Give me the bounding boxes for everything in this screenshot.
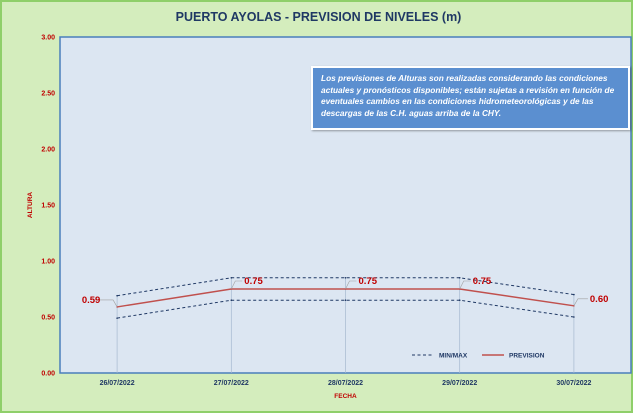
minmax-point [230, 299, 233, 302]
minmax-point [116, 294, 118, 297]
minmax-point [458, 299, 461, 302]
y-tick-label: 1.00 [41, 259, 55, 266]
data-label: 0.75 [244, 276, 263, 287]
data-label-leader [459, 280, 471, 290]
minmax-point [344, 299, 347, 302]
y-axis-label: ALTURA [27, 192, 34, 219]
x-tick-label: 26/07/2022 [100, 380, 135, 387]
y-tick-label: 0.50 [41, 315, 55, 322]
minmax-series-line [117, 277, 574, 297]
x-tick-label: 27/07/2022 [214, 380, 249, 387]
minmax-point [116, 317, 118, 319]
minmax-point [458, 277, 461, 279]
y-tick-label: 2.00 [41, 147, 55, 154]
data-label-leader [573, 298, 588, 306]
data-label: 0.75 [359, 276, 378, 287]
minmax-point [573, 316, 575, 318]
x-tick-label: 29/07/2022 [442, 380, 477, 387]
y-tick-label: 3.00 [41, 35, 55, 42]
legend-prevision-label: PREVISION [509, 353, 545, 360]
data-label: 0.60 [590, 294, 609, 305]
y-tick-label: 2.50 [41, 91, 55, 98]
minmax-point [573, 293, 575, 296]
minmax-point [230, 277, 233, 279]
data-label-leader [345, 280, 357, 290]
minmax-series-line [117, 299, 574, 319]
x-tick-label: 30/07/2022 [556, 380, 591, 387]
y-tick-label: 0.00 [41, 371, 55, 378]
data-label: 0.75 [473, 276, 492, 287]
minmax-point [344, 277, 347, 279]
x-axis-label: FECHA [334, 393, 357, 400]
y-tick-label: 1.50 [41, 203, 55, 210]
data-label-leader [93, 299, 118, 308]
legend-minmax-label: MIN/MAX [439, 353, 468, 360]
x-tick-label: 28/07/2022 [328, 380, 363, 387]
forecast-note: Los previsiones de Alturas son realizada… [311, 66, 630, 130]
data-label: 0.59 [82, 295, 101, 306]
data-label-leader [231, 280, 243, 290]
chart-title: PUERTO AYOLAS - PREVISION DE NIVELES (m) [175, 10, 462, 24]
